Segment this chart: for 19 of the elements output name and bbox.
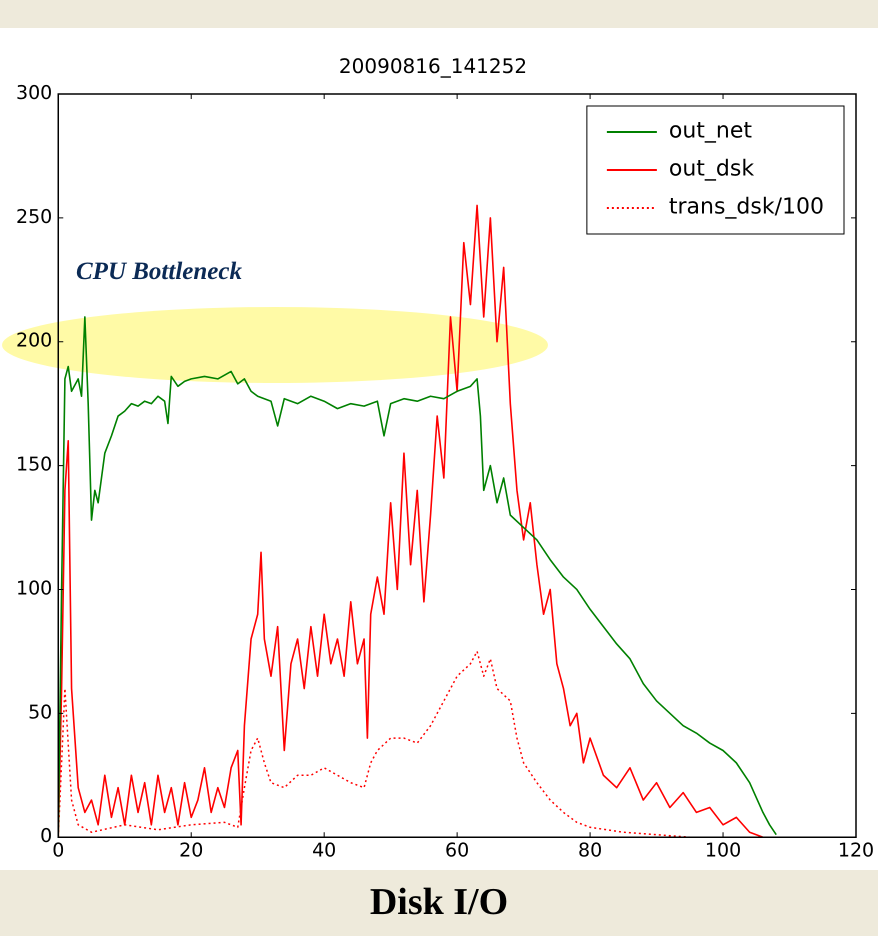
y-tick-label: 150 xyxy=(16,454,52,476)
x-tick-label: 100 xyxy=(704,840,742,862)
chart-title: 20090816_141252 xyxy=(338,54,528,78)
y-tick-label: 200 xyxy=(16,330,52,352)
text: Disk I/O xyxy=(368,880,510,924)
y-tick-label: 50 xyxy=(28,701,52,724)
legend-label: out_dsk xyxy=(668,156,754,182)
annotation: CPU Bottleneck xyxy=(76,258,242,286)
x-tick-label: 60 xyxy=(445,840,470,862)
y-tick-label: 100 xyxy=(16,577,52,600)
x-tick-label: 80 xyxy=(578,840,602,862)
y-tick-label: 300 xyxy=(16,82,52,104)
x-tick-label: 120 xyxy=(838,840,874,862)
y-tick-label: 0 xyxy=(40,825,52,848)
y-tick-label: 250 xyxy=(16,206,52,228)
x-tick-label: 40 xyxy=(312,840,336,862)
legend-label: out_net xyxy=(668,118,752,144)
legend-label: trans_dsk/100 xyxy=(668,194,824,220)
x-tick-label: 20 xyxy=(179,840,204,862)
